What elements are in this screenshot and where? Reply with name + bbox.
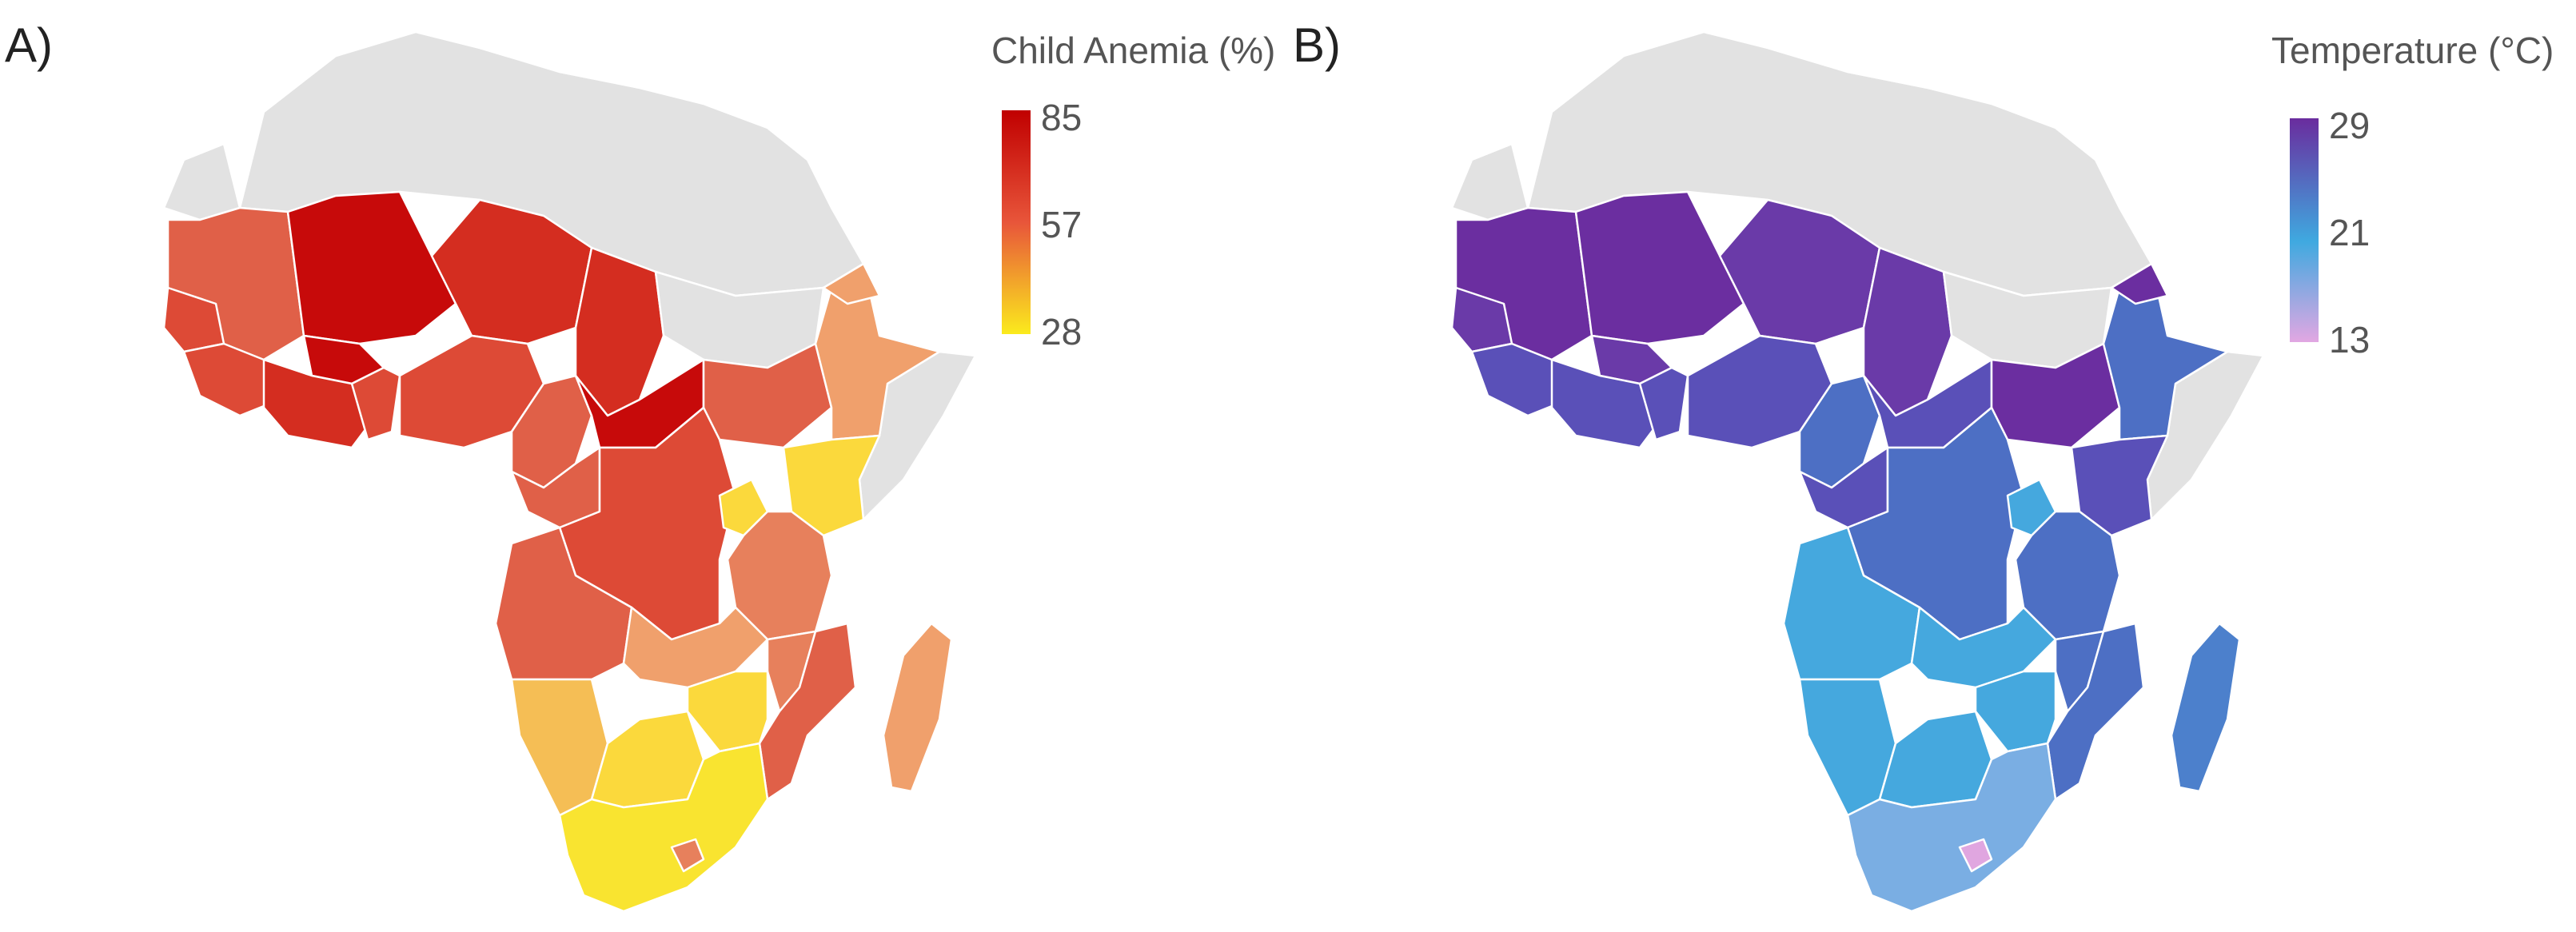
country-madagascar	[2170, 622, 2241, 793]
legend-tick-min: 13	[2329, 319, 2371, 360]
country-zambia	[1910, 606, 2057, 689]
legend-tick-mid: 21	[2329, 212, 2371, 253]
country-south-africa	[1846, 742, 2057, 913]
country-mozambique	[758, 622, 857, 801]
legend-tick-max: 85	[1041, 97, 1083, 138]
legend-tick-min: 28	[1041, 311, 1083, 352]
country-togo-benin	[350, 366, 401, 441]
legend-tick-mid: 57	[1041, 204, 1083, 245]
country-mozambique	[2046, 622, 2145, 801]
country-north-africa	[1526, 30, 2153, 297]
country-western-sahara	[1450, 142, 1529, 221]
country-togo-benin	[1638, 366, 1689, 441]
africa-map	[1450, 30, 2265, 913]
country-lesotho	[670, 838, 705, 873]
country-mali	[1574, 190, 1745, 345]
country-ivory-ghana	[262, 358, 377, 449]
country-chad	[1862, 246, 1953, 417]
panel-label: B)	[1293, 18, 1341, 72]
country-ivory-ghana	[1550, 358, 1665, 449]
country-zimbabwe	[686, 670, 769, 753]
country-zimbabwe	[1974, 670, 2057, 753]
country-botswana	[1878, 710, 1993, 809]
country-western-sahara	[162, 142, 241, 221]
country-mali	[286, 190, 457, 345]
country-eritrea-djib	[822, 262, 881, 305]
legend-colorbar	[2290, 118, 2319, 342]
country-tanzania	[726, 510, 833, 641]
country-botswana	[590, 710, 705, 809]
legend-title: Child Anemia (%)	[991, 30, 1276, 71]
legend-title: Temperature (°C)	[2271, 30, 2554, 71]
country-eritrea-djib	[2110, 262, 2169, 305]
country-chad	[574, 246, 665, 417]
panel-a: A) Child Anemia (%) 85 57 28	[5, 18, 1276, 913]
country-madagascar	[882, 622, 953, 793]
legend-tick-max: 29	[2329, 105, 2371, 146]
country-zambia	[622, 606, 769, 689]
country-lesotho	[1958, 838, 1993, 873]
country-tanzania	[2014, 510, 2121, 641]
legend-colorbar	[1002, 110, 1031, 334]
africa-map	[162, 30, 977, 913]
country-south-africa	[558, 742, 769, 913]
panel-label: A)	[5, 18, 53, 72]
panel-b: B) Temperature (°C) 29 21 13	[1288, 0, 2576, 932]
country-north-africa	[238, 30, 865, 297]
